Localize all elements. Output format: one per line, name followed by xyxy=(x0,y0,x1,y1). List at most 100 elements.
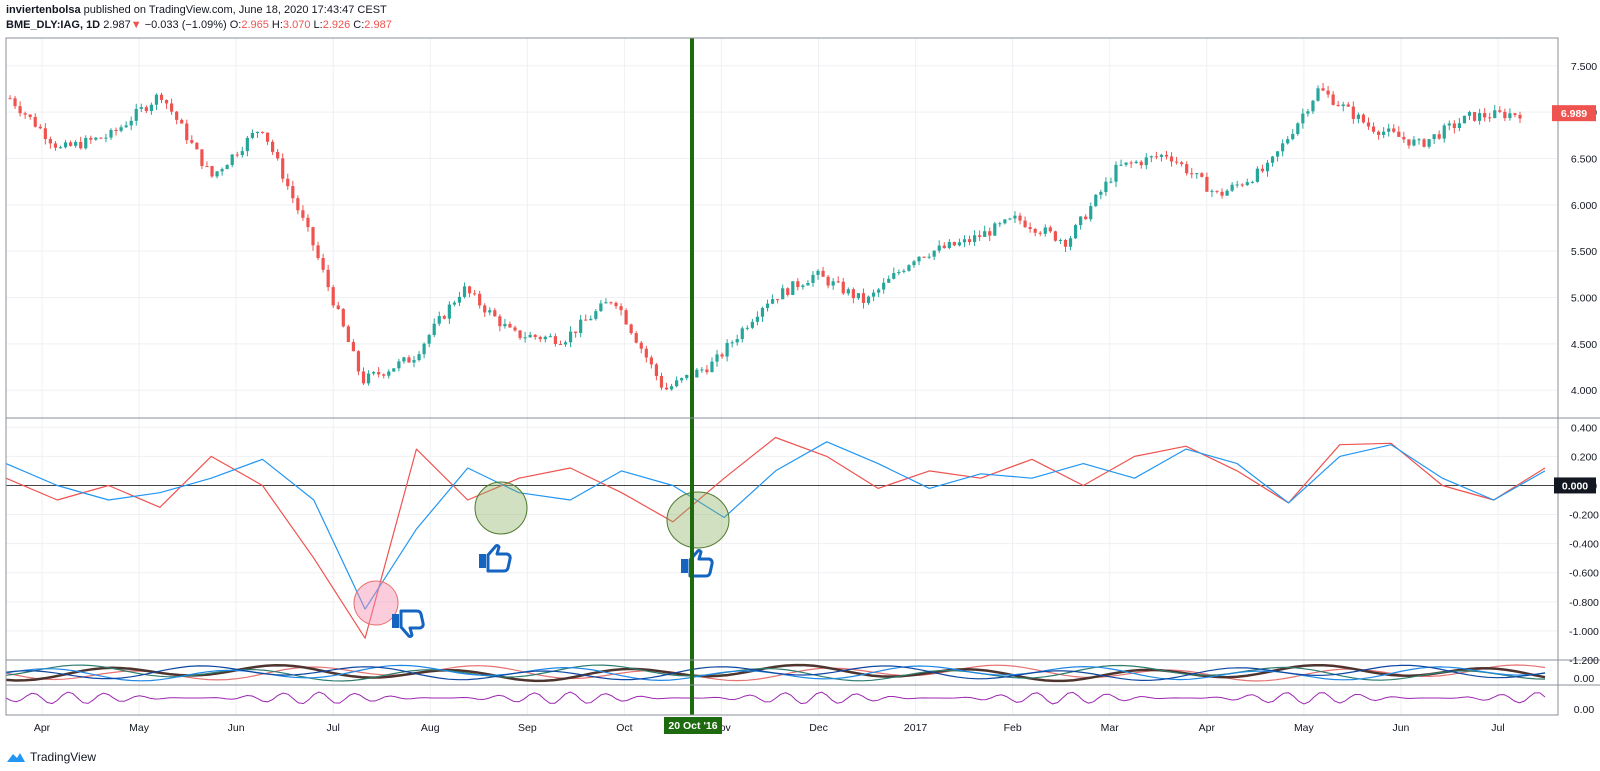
candle-body xyxy=(1518,114,1522,119)
candle-body xyxy=(109,129,113,138)
symbol-name[interactable]: BME_DLY:IAG, 1D xyxy=(6,19,101,31)
candle-body xyxy=(1190,173,1194,175)
price-tick-label: 6.500 xyxy=(1571,153,1597,165)
candle-body xyxy=(1331,94,1335,105)
candle-body xyxy=(1018,215,1022,221)
price-tick-label: 4.500 xyxy=(1571,339,1597,351)
candle-body xyxy=(745,327,749,329)
candle-body xyxy=(952,242,956,246)
candle-body xyxy=(1397,131,1401,137)
candle-body xyxy=(1245,182,1249,186)
candle-body xyxy=(1346,104,1350,107)
candle-body xyxy=(159,94,164,100)
candle-body xyxy=(1407,139,1411,146)
candle-body xyxy=(265,132,270,142)
candle-body xyxy=(432,323,436,336)
candle-body xyxy=(311,227,315,246)
osc-series-line xyxy=(5,441,1546,610)
author-name[interactable]: inviertenbolsa xyxy=(6,4,81,16)
sub-indicators xyxy=(5,663,1546,705)
candle-body xyxy=(1412,139,1416,146)
candle-body xyxy=(553,336,558,345)
candle-body xyxy=(513,327,517,331)
candle-body xyxy=(1467,112,1472,116)
candle-body xyxy=(594,311,598,319)
price-tick-label: 5.500 xyxy=(1571,246,1597,258)
footer-brand[interactable]: TradingView xyxy=(6,750,96,764)
candle-body xyxy=(346,326,350,343)
candle-body xyxy=(659,376,664,388)
candle-body xyxy=(1387,128,1391,132)
candle-body xyxy=(175,111,179,120)
candle-body xyxy=(538,337,542,340)
candle-body xyxy=(94,137,98,140)
candle-body xyxy=(1235,184,1239,186)
time-tick-label: Feb xyxy=(1004,722,1022,734)
candle-body xyxy=(154,94,159,105)
candle-body xyxy=(836,281,840,283)
low-value: 2.926 xyxy=(322,19,351,31)
candle-body xyxy=(69,142,73,146)
candle-body xyxy=(1472,112,1477,121)
candle-body xyxy=(1265,162,1270,172)
time-tick-label: Oct xyxy=(616,722,632,734)
candle-body xyxy=(503,324,507,327)
candle-body xyxy=(669,386,674,390)
time-tick-label: Aug xyxy=(421,722,440,734)
candle-body xyxy=(1275,151,1280,157)
candle-body xyxy=(1513,113,1517,115)
bearish-cross-circle xyxy=(353,580,399,626)
annotations xyxy=(353,38,730,715)
candle-body xyxy=(518,330,522,339)
candle-body xyxy=(200,149,204,167)
time-tick-label: Jul xyxy=(1491,722,1504,734)
time-tick-label: Jun xyxy=(1392,722,1409,734)
candle-body xyxy=(220,169,224,172)
candle-body xyxy=(84,137,88,149)
candle-body xyxy=(856,293,861,299)
candle-body xyxy=(462,286,467,297)
candle-body xyxy=(604,302,608,304)
candle-body xyxy=(1195,173,1199,175)
candle-body xyxy=(1003,219,1007,224)
time-tick-label: May xyxy=(1294,722,1315,734)
candle-body xyxy=(63,142,68,148)
candle-body xyxy=(700,369,704,371)
candle-body xyxy=(382,374,386,376)
candle-body xyxy=(99,137,103,139)
candle-body xyxy=(48,139,53,144)
candle-body xyxy=(902,270,906,272)
candle-body xyxy=(1326,90,1330,95)
high-label: H: xyxy=(271,19,283,31)
candle-body xyxy=(1058,240,1063,242)
candle-body xyxy=(1483,113,1487,118)
candle-body xyxy=(38,126,42,129)
candle-body xyxy=(523,337,527,339)
candle-body xyxy=(326,269,330,288)
candle-body xyxy=(271,141,275,152)
candle-body xyxy=(1336,104,1340,107)
tradingview-logo-icon xyxy=(7,753,25,762)
candle-body xyxy=(1493,110,1497,118)
candle-body xyxy=(1063,240,1068,247)
candle-body xyxy=(89,137,93,140)
osc-tick-label: 0.200 xyxy=(1571,451,1597,463)
candle-body xyxy=(993,223,997,236)
candle-body xyxy=(291,186,295,199)
candle-body xyxy=(478,293,482,306)
candle-body xyxy=(1281,143,1285,152)
candle-body xyxy=(1164,154,1169,157)
candle-body xyxy=(129,120,133,126)
candle-body xyxy=(528,334,532,338)
candle-body xyxy=(584,319,588,321)
footer-brand-label: TradingView xyxy=(30,750,97,764)
candle-body xyxy=(861,293,866,303)
candle-body xyxy=(1477,113,1482,121)
candle-body xyxy=(1341,104,1345,107)
candle-body xyxy=(452,302,457,305)
candle-body xyxy=(245,137,249,152)
candle-body xyxy=(1124,162,1128,165)
osc-tick-label: -1.200 xyxy=(1569,655,1599,667)
plot-frame xyxy=(5,37,1559,716)
